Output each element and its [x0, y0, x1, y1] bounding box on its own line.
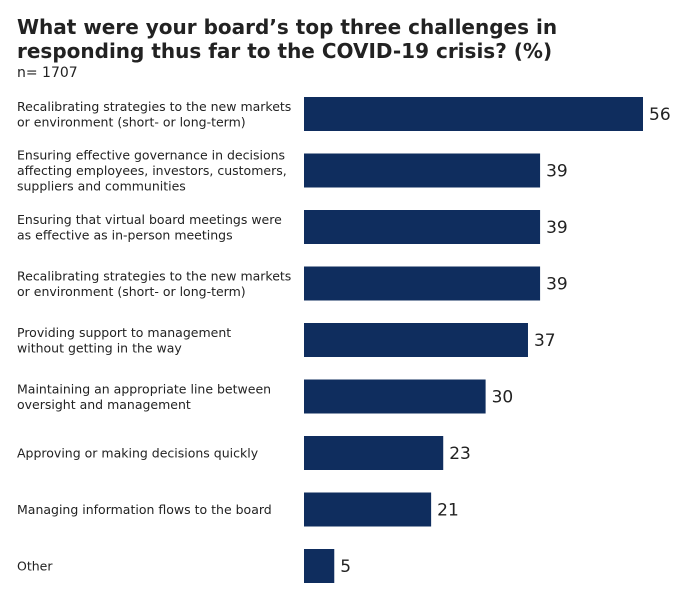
bar-7 — [304, 436, 444, 470]
bar-5 — [304, 323, 528, 357]
category-label-6: Maintaining an appropriate line between o… — [17, 381, 271, 412]
sample-size-note: n= 1707 — [17, 65, 78, 81]
value-label-9: 5 — [340, 557, 351, 577]
category-label-5: Providing support to management without g… — [17, 325, 231, 356]
bar-1 — [304, 97, 643, 131]
category-label-7: Approving or making decisions quickly — [17, 446, 259, 461]
value-label-2: 39 — [546, 162, 568, 182]
bar-9 — [304, 549, 335, 583]
bar-2 — [304, 153, 541, 188]
value-label-3: 39 — [546, 218, 568, 238]
value-label-5: 37 — [534, 331, 556, 351]
value-label-7: 23 — [449, 444, 471, 464]
value-label-6: 30 — [492, 388, 514, 408]
bar-8 — [304, 492, 432, 527]
category-label-2: Ensuring effective governance in decisio… — [17, 148, 287, 194]
value-label-1: 56 — [649, 105, 671, 125]
bar-3 — [304, 210, 541, 244]
category-label-3: Ensuring that virtual board meetings wer… — [17, 212, 282, 243]
bar-4 — [304, 266, 541, 301]
chart-title: What were your board’s top three challen… — [17, 15, 558, 63]
category-label-9: Other — [17, 559, 53, 574]
bar-6 — [304, 379, 486, 414]
value-label-8: 21 — [437, 501, 459, 521]
category-label-4: Recalibrating strategies to the new mark… — [17, 268, 291, 299]
category-label-1: Recalibrating strategies to the new mark… — [17, 99, 291, 130]
value-label-4: 39 — [546, 275, 568, 295]
category-label-8: Managing information flows to the board — [17, 502, 272, 517]
